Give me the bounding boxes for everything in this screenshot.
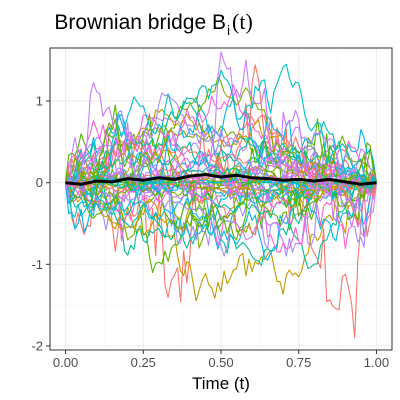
x-axis-title: Time (t) — [192, 374, 250, 393]
chart-title-subscript: i — [227, 22, 230, 38]
y-tick-label: 1 — [36, 94, 43, 109]
x-tick-label: 0.00 — [53, 355, 78, 370]
x-tick-label: 1.00 — [364, 355, 389, 370]
y-tick-label: 0 — [36, 175, 43, 190]
chart-title-suffix: (t) — [232, 9, 253, 34]
chart-title: Brownian bridge B i (t) — [54, 9, 252, 38]
series-line — [64, 51, 378, 237]
series-line — [65, 120, 377, 216]
y-tick-label: -2 — [31, 338, 43, 353]
series-line — [65, 141, 377, 202]
series-line — [64, 63, 377, 218]
series-line — [65, 179, 378, 208]
x-tick-label: 0.25 — [131, 355, 156, 370]
series-line — [64, 104, 378, 241]
mean-layer — [65, 173, 377, 186]
x-axis-ticks: 0.00 0.25 0.50 0.75 1.00 — [53, 350, 389, 370]
y-tick-label: -1 — [31, 257, 43, 272]
series-line — [65, 84, 377, 198]
chart-title-main: Brownian bridge B — [54, 11, 226, 34]
series-layer — [64, 51, 378, 339]
y-axis-ticks: -2 -1 0 1 — [31, 94, 50, 353]
series-line — [64, 96, 377, 242]
x-tick-label: 0.75 — [286, 355, 311, 370]
series-line — [64, 145, 377, 219]
series-line — [65, 100, 377, 201]
mean-series-line — [65, 173, 377, 186]
x-tick-label: 0.50 — [208, 355, 233, 370]
